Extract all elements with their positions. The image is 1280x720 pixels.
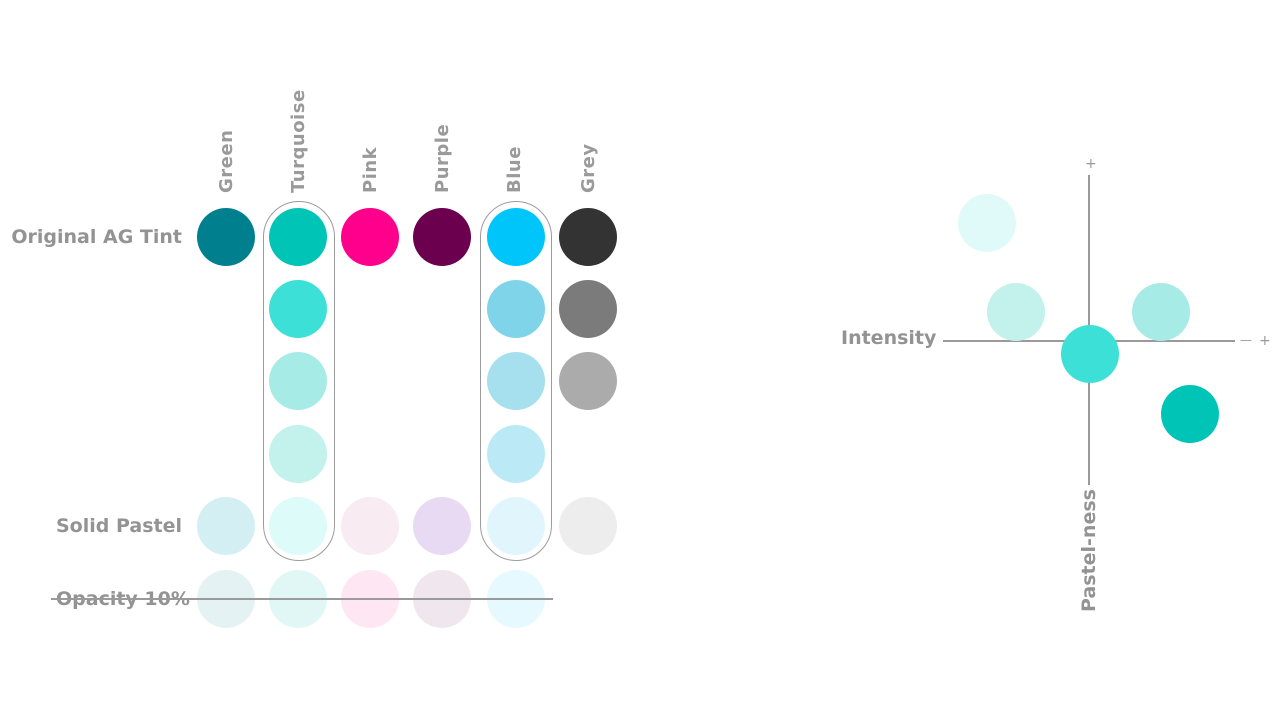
column-label-green: Green	[216, 129, 237, 193]
turquoise-group-outline	[263, 201, 335, 561]
column-label-grey: Grey	[578, 143, 599, 193]
row-label-original: Original AG Tint	[11, 226, 182, 248]
scatter-point	[1061, 325, 1119, 383]
swatch-turquoise-step	[269, 352, 327, 410]
swatch-grey-pastel	[559, 497, 617, 555]
swatch-turquoise-step	[269, 280, 327, 338]
column-label-blue: Blue	[504, 146, 525, 193]
row-label-solid-pastel: Solid Pastel	[55, 515, 182, 537]
opacity-strike-line	[51, 598, 553, 600]
swatch-grey-step	[559, 280, 617, 338]
scatter-point	[1161, 385, 1219, 443]
swatch-turquoise-original	[269, 208, 327, 266]
swatch-green-pastel	[197, 497, 255, 555]
column-label-turquoise: Turquoise	[288, 89, 309, 193]
scatter-point	[1132, 283, 1190, 341]
swatch-purple-pastel	[413, 497, 471, 555]
axis-plus-x: +	[1259, 333, 1271, 349]
swatch-blue-step	[487, 280, 545, 338]
swatch-turquoise-pastel	[269, 497, 327, 555]
swatch-blue-step	[487, 425, 545, 483]
swatch-grey-step	[559, 352, 617, 410]
scatter-point	[987, 283, 1045, 341]
swatch-green-original	[197, 208, 255, 266]
axis-plus-y: +	[1085, 156, 1097, 172]
swatch-grey-original	[559, 208, 617, 266]
scatter-point	[958, 194, 1016, 252]
column-label-purple: Purple	[432, 123, 453, 193]
swatch-blue-original	[487, 208, 545, 266]
swatch-blue-step	[487, 352, 545, 410]
pastelness-label: Pastel-ness	[1078, 489, 1100, 612]
swatch-pink-pastel	[341, 497, 399, 555]
swatch-pink-original	[341, 208, 399, 266]
swatch-blue-pastel	[487, 497, 545, 555]
axis-minus-x: —	[1240, 333, 1252, 347]
intensity-label: Intensity	[841, 327, 937, 349]
column-label-pink: Pink	[360, 146, 381, 193]
swatch-turquoise-step	[269, 425, 327, 483]
blue-group-outline	[480, 201, 552, 561]
swatch-purple-original	[413, 208, 471, 266]
